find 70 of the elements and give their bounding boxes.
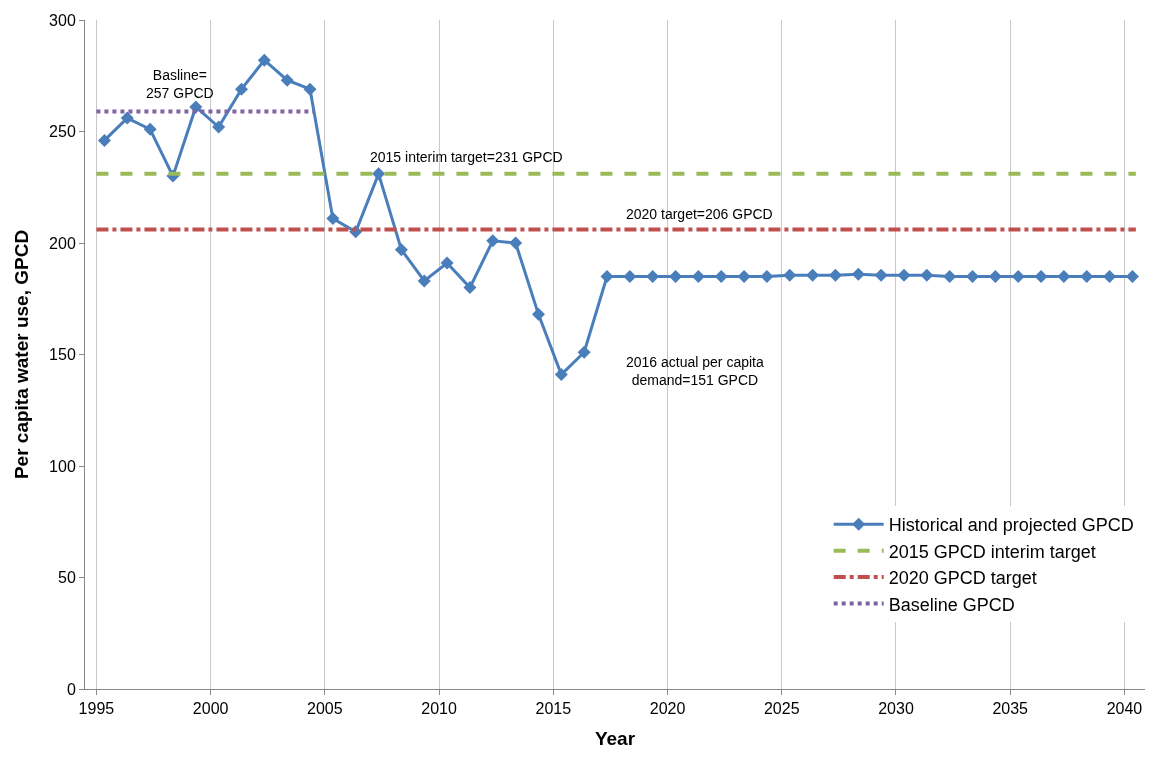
point [1011,269,1025,283]
annotation: 2016 actual per capita demand=151 GPCD [626,354,764,389]
point [897,268,911,282]
y-tick-label: 250 [49,123,76,141]
point [417,274,431,288]
point [600,269,614,283]
x-tick-label: 2040 [1106,700,1143,718]
y-tick-label: 150 [49,346,76,364]
x-tick-label: 2000 [192,700,229,718]
point [828,268,842,282]
point [257,53,271,67]
point [1080,269,1094,283]
y-tick-label: 50 [58,569,76,587]
point [851,267,865,281]
y-tick-label: 200 [49,234,76,252]
x-tick-label: 2025 [763,700,800,718]
point [806,268,820,282]
point [920,268,934,282]
point [394,243,408,257]
point [303,82,317,96]
legend-label: 2015 GPCD interim target [888,541,1096,562]
point [440,256,454,270]
point [120,111,134,125]
x-tick-label: 2015 [535,700,572,718]
y-tick-label: 100 [49,457,76,475]
point [212,120,226,134]
point [760,269,774,283]
point [943,269,957,283]
point [874,268,888,282]
point [714,269,728,283]
point [509,236,523,250]
point [1034,269,1048,283]
point [97,133,111,147]
point [143,122,157,136]
point [372,167,386,181]
y-tick-label: 300 [49,11,76,29]
annotation: Basline= 257 GPCD [146,67,214,102]
x-tick-label: 2020 [649,700,686,718]
point [988,269,1002,283]
x-tick-label: 2035 [992,700,1029,718]
legend-label: 2020 GPCD target [888,568,1037,589]
point [531,307,545,321]
point [1103,269,1117,283]
point [486,234,500,248]
x-axis-title: Year [594,728,636,749]
point [577,345,591,359]
point [623,269,637,283]
legend-label: Historical and projected GPCD [888,515,1134,536]
point [463,281,477,295]
point [234,82,248,96]
x-tick-label: 2010 [421,700,457,718]
point [554,368,568,382]
annotation: 2015 interim target=231 GPCD [370,149,563,165]
point [966,269,980,283]
annotation: 2020 target=206 GPCD [626,206,773,222]
point [326,211,340,225]
legend-label: Baseline GPCD [888,594,1015,615]
x-tick-label: 2005 [307,700,343,718]
y-tick-label: 0 [66,680,76,698]
point [737,269,751,283]
point [1057,269,1071,283]
point [1125,269,1139,283]
point [691,269,705,283]
point [669,269,683,283]
point [280,73,294,87]
y-axis-title: Per capita water use, GPCD [10,229,32,480]
x-tick-label: 1995 [78,700,115,718]
point [783,268,797,282]
x-tick-label: 2030 [878,700,914,718]
point [646,269,660,283]
